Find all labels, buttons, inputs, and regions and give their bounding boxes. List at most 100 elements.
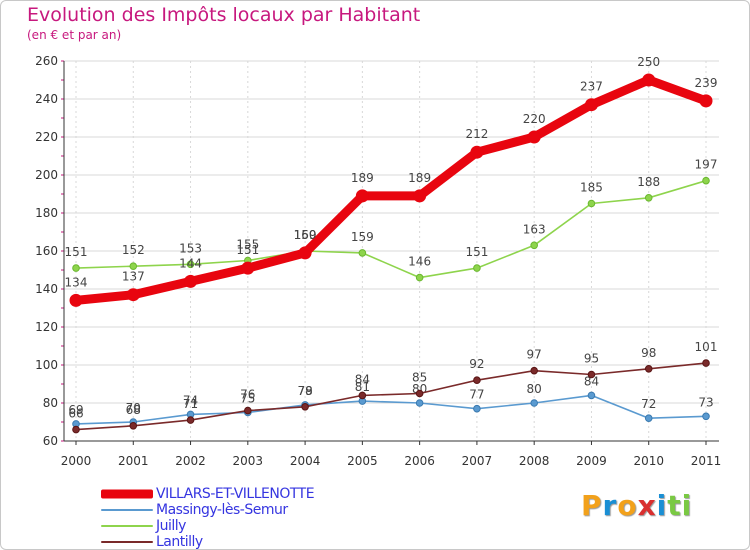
data-label: 78 (297, 384, 312, 398)
data-label: 250 (637, 55, 660, 69)
x-tick-label: 2001 (118, 454, 149, 468)
legend-swatch (101, 525, 153, 527)
data-label: 80 (527, 382, 542, 396)
data-point (527, 130, 541, 144)
y-tick-label: 240 (35, 92, 58, 106)
y-tick-label: 220 (35, 130, 58, 144)
data-label: 97 (527, 348, 542, 362)
data-point (298, 246, 312, 260)
data-label: 72 (641, 397, 656, 411)
x-tick-label: 2004 (290, 454, 321, 468)
x-tick-label: 2007 (462, 454, 493, 468)
legend-item: VILLARS-ET-VILLENOTTE (101, 486, 421, 502)
data-point (702, 412, 710, 421)
y-tick-label: 80 (43, 396, 58, 410)
chart-subtitle: (en € et par an) (27, 28, 122, 42)
data-label: 98 (641, 346, 656, 360)
data-point (530, 399, 538, 407)
data-label: 239 (695, 76, 718, 90)
y-tick-label: 260 (35, 54, 58, 68)
data-label: 137 (122, 270, 145, 284)
x-tick-label: 2002 (175, 454, 206, 468)
y-tick-label: 180 (35, 206, 58, 220)
data-label: 152 (122, 243, 145, 257)
data-point (413, 189, 427, 203)
x-tick-label: 2011 (691, 454, 722, 468)
data-point (644, 414, 653, 423)
data-label: 159 (351, 230, 374, 244)
data-label: 95 (584, 352, 599, 366)
data-label: 79 (297, 384, 312, 398)
data-point (473, 404, 481, 413)
series-line (75, 179, 707, 279)
data-label: 189 (408, 171, 431, 185)
legend-swatch (101, 489, 153, 499)
data-label: 84 (355, 372, 370, 386)
data-label: 81 (355, 380, 370, 394)
data-point (355, 189, 369, 203)
data-point (241, 261, 255, 275)
data-label: 68 (126, 403, 141, 417)
data-point (358, 391, 367, 400)
data-label: 76 (240, 388, 255, 402)
data-label: 189 (351, 171, 374, 185)
data-label: 163 (523, 222, 546, 236)
data-point (129, 262, 138, 271)
x-tick-label: 2006 (404, 454, 435, 468)
legend-label: Juilly (156, 518, 186, 534)
y-tick-label: 140 (35, 282, 58, 296)
data-point (126, 288, 140, 302)
data-point (244, 406, 252, 415)
data-point (470, 145, 484, 159)
data-label: 134 (65, 275, 88, 289)
chart-legend: VILLARS-ET-VILLENOTTE Massingy-lès-Semur J… (101, 486, 421, 550)
data-point (699, 94, 713, 108)
y-tick-label: 100 (35, 358, 58, 372)
data-point (415, 273, 424, 282)
chart-title: Evolution des Impôts locaux par Habitant (27, 4, 421, 26)
legend-item: Lantilly (101, 534, 421, 550)
data-point (473, 376, 481, 385)
proxiti-logo: Proxiti (581, 489, 693, 522)
data-label: 220 (523, 112, 546, 126)
data-point (415, 389, 424, 398)
legend-label: Lantilly (156, 534, 203, 550)
data-point (587, 370, 596, 379)
y-tick-label: 120 (35, 320, 58, 334)
legend-swatch (101, 541, 153, 543)
data-point (473, 264, 481, 272)
data-label: 237 (580, 80, 603, 94)
data-label: 66 (68, 407, 83, 421)
x-tick-label: 2010 (633, 454, 664, 468)
y-tick-label: 200 (35, 168, 58, 182)
data-label: 85 (412, 371, 427, 385)
y-tick-label: 60 (43, 434, 58, 448)
data-point (644, 194, 653, 202)
data-point (301, 403, 309, 411)
data-point (530, 366, 538, 375)
legend-item: Juilly (101, 518, 421, 534)
data-label: 146 (408, 255, 431, 269)
data-point (186, 416, 195, 424)
data-point (186, 260, 195, 269)
x-tick-label: 2009 (576, 454, 607, 468)
data-label: 74 (183, 393, 198, 407)
data-label: 73 (698, 395, 713, 409)
legend-label: VILLARS-ET-VILLENOTTE (156, 486, 315, 502)
data-label: 151 (65, 245, 88, 259)
data-point (69, 293, 83, 307)
data-label: 185 (580, 181, 603, 195)
x-tick-label: 2000 (61, 454, 92, 468)
y-tick-label: 160 (35, 244, 58, 258)
data-point (584, 98, 598, 112)
data-point (184, 274, 198, 288)
data-point (530, 241, 538, 250)
line-chart: 60 80 100 120 140 160 180 200 220 240 260 2000 2001 2… (35, 54, 722, 468)
series-line (71, 75, 711, 305)
series-line (75, 362, 707, 431)
data-point (72, 425, 80, 434)
legend-label: Massingy-lès-Semur (156, 502, 288, 518)
legend-swatch (101, 509, 153, 511)
x-tick-label: 2008 (519, 454, 550, 468)
